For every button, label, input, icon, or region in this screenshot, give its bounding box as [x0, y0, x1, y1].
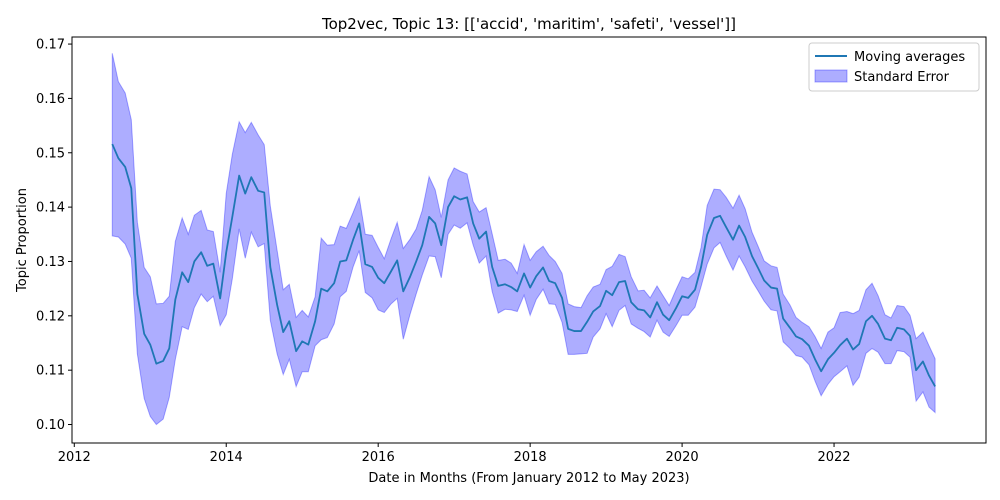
- chart-title: Top2vec, Topic 13: [['accid', 'maritim',…: [321, 15, 736, 33]
- x-tick-label: 2020: [666, 450, 699, 465]
- legend-box: [808, 42, 980, 92]
- y-axis-label: Topic Proportion: [15, 188, 30, 293]
- x-tick-label: 2014: [210, 450, 243, 465]
- y-tick-label: 0.10: [36, 418, 65, 433]
- y-tick-label: 0.14: [36, 201, 65, 216]
- y-tick-label: 0.12: [36, 309, 65, 324]
- y-tick-label: 0.17: [36, 38, 65, 53]
- y-tick-label: 0.13: [36, 255, 65, 270]
- legend-label-standard-error: Standard Error: [854, 70, 950, 85]
- legend-band-swatch: [814, 69, 848, 83]
- y-tick-label: 0.11: [36, 364, 65, 379]
- y-axis-ticks: 0.10 0.11 0.12 0.13 0.14 0.15 0.16 0.17: [36, 38, 72, 433]
- plot-frame: [71, 36, 987, 444]
- standard-error-band: [111, 53, 936, 426]
- x-axis-label: Date in Months (From January 2012 to May…: [368, 471, 689, 486]
- legend: Moving averages Standard Error: [808, 42, 980, 92]
- y-tick-label: 0.16: [36, 92, 65, 107]
- x-tick-label: 2022: [817, 450, 850, 465]
- x-tick-label: 2016: [362, 450, 395, 465]
- legend-label-moving-averages: Moving averages: [854, 50, 965, 65]
- x-tick-label: 2018: [514, 450, 547, 465]
- moving-average-line: [111, 143, 936, 387]
- standard-error-band-layer: [111, 53, 936, 426]
- y-tick-label: 0.15: [36, 146, 65, 161]
- moving-average-line-layer: [111, 143, 936, 387]
- x-axis-ticks: 2012 2014 2016 2018 2020 2022: [58, 443, 851, 465]
- x-tick-label: 2012: [58, 450, 91, 465]
